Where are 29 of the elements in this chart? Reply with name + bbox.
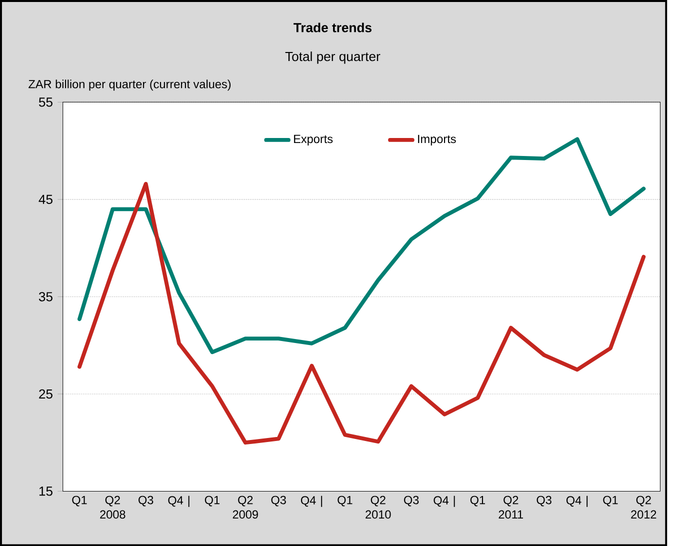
x-tick-label: Q2 2009 [232,496,258,518]
x-tick-label: Q1 [470,496,485,506]
chart-title: Trade trends [294,22,372,32]
x-tick-label: Q4 | [434,496,455,507]
y-axis-title: ZAR billion per quarter (current values) [28,80,231,91]
line-series [78,182,646,444]
y-tick-label: 55 [38,97,52,107]
x-tick-label: Q2 2008 [100,496,126,518]
x-tick-label: Q3 [536,496,552,506]
x-tick-label: Q4 | [168,496,190,507]
y-tick-label: 25 [39,389,52,398]
x-tick-label: Q3 [404,496,419,506]
x-tick-label: Q4 | [300,496,322,507]
x-tick-label: Q2 2011 [498,496,523,518]
legend-label: Exports [294,134,333,146]
chart-subtitle: Total per quarter [285,51,380,64]
x-tick-label: Q3 [271,496,286,506]
x-tick-label: Q1 [204,496,220,506]
y-tick-label: 15 [39,486,52,496]
legend-label: Imports [418,134,456,146]
x-tick-label: Q4 | [566,496,588,507]
x-tick-label: Q1 [72,496,87,506]
x-tick-label: Q3 [138,496,154,506]
x-tick-label: Q2 2012 [631,496,656,518]
y-tick-label: 45 [38,194,52,204]
x-tick-label: Q1 [338,496,352,506]
y-tick-label: 35 [38,292,52,302]
x-tick-label: Q1 [603,496,618,506]
x-tick-label: Q2 2010 [366,496,391,518]
